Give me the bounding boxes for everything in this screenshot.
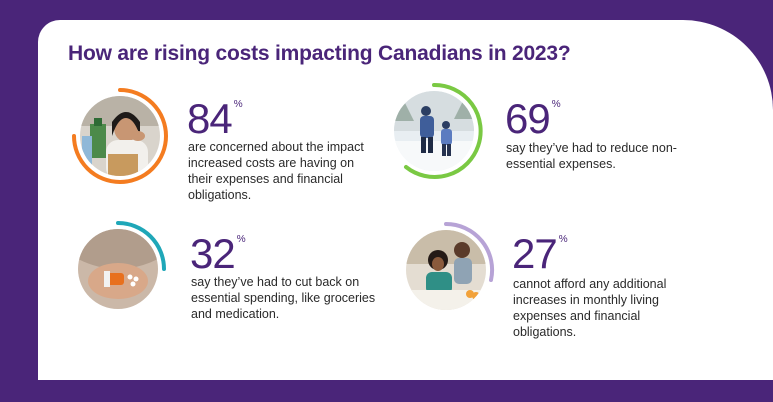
couple-bills-photo bbox=[406, 230, 486, 310]
card-corner-fill bbox=[733, 340, 773, 380]
stat-photo-frame bbox=[72, 88, 168, 184]
woman-stressed-photo bbox=[80, 96, 160, 176]
stat-description: cannot afford any additional increases i… bbox=[513, 277, 667, 339]
stat-photo-frame bbox=[398, 221, 495, 318]
page-title: How are rising costs impacting Canadians… bbox=[68, 42, 571, 65]
stat-value: 32% bbox=[190, 230, 246, 277]
stat-description: say they’ve had to reduce non-essential … bbox=[506, 141, 677, 171]
stat-value: 84% bbox=[187, 95, 243, 142]
progress-ring-icon bbox=[116, 221, 166, 271]
progress-ring-icon bbox=[444, 221, 495, 282]
stat-description: say they’ve had to cut back on essential… bbox=[191, 275, 376, 321]
progress-ring-icon bbox=[72, 88, 168, 184]
content-card bbox=[38, 20, 773, 380]
progress-ring-icon bbox=[404, 82, 483, 179]
family-skating-photo bbox=[394, 91, 474, 171]
stat-value: 27% bbox=[512, 230, 568, 277]
pills-hand-photo bbox=[78, 229, 158, 309]
stat-photo-frame bbox=[386, 82, 483, 179]
stat-description: are concerned about the impact increased… bbox=[188, 140, 364, 202]
stat-value: 69% bbox=[505, 95, 561, 142]
stat-photo-frame bbox=[70, 221, 166, 317]
